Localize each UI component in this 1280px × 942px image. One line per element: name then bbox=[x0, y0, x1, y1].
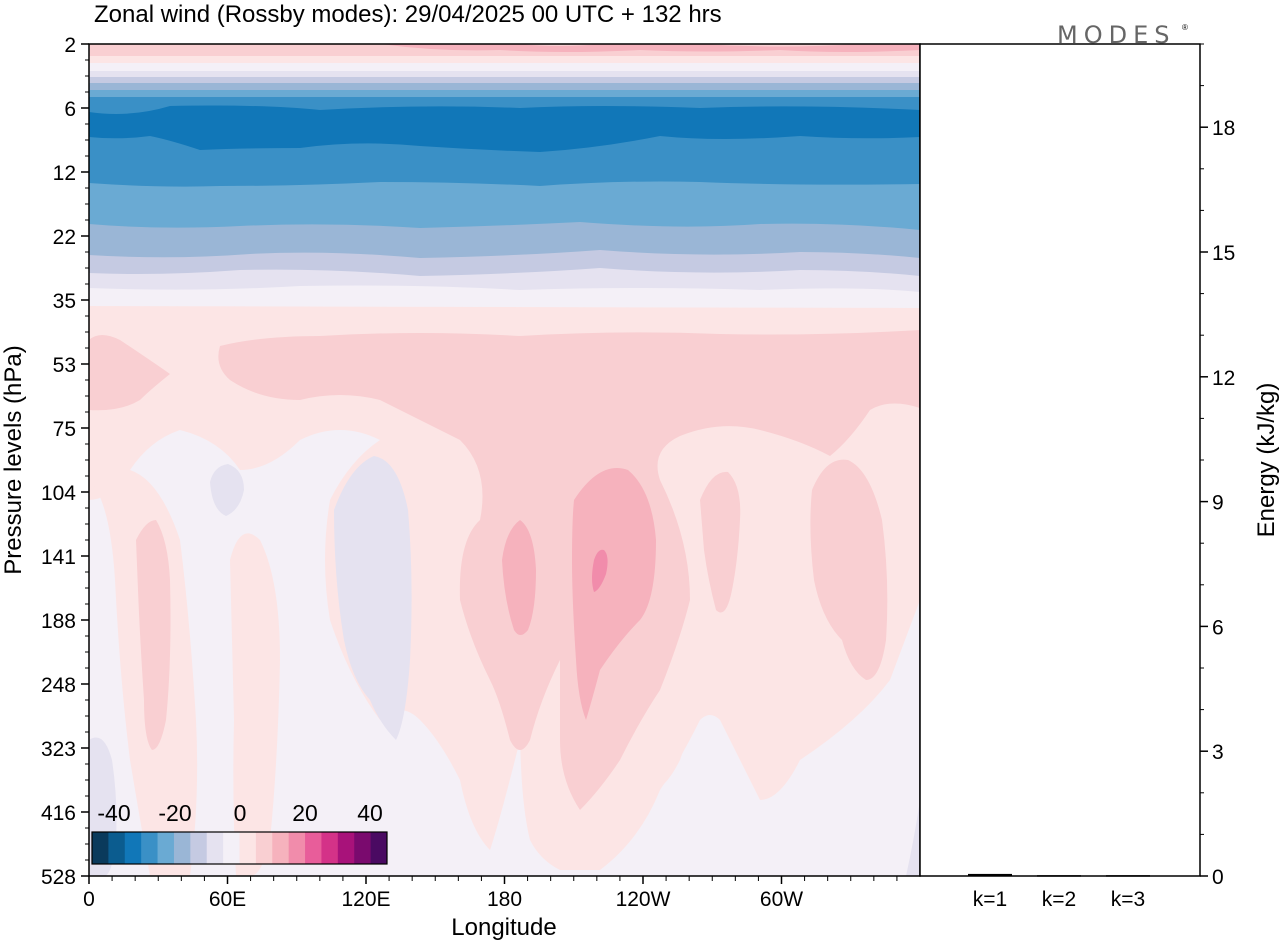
energy-bar bbox=[1106, 875, 1150, 877]
chart-title: Zonal wind (Rossby modes): 29/04/2025 00… bbox=[94, 1, 722, 28]
y-tick-label: 53 bbox=[53, 354, 76, 377]
region-neg-pocket-corner-right bbox=[906, 800, 920, 876]
y-tick-label: 22 bbox=[53, 226, 76, 249]
band-weak-neg bbox=[89, 71, 920, 78]
colorbar-swatch bbox=[337, 832, 355, 864]
band-neg-2 bbox=[89, 83, 920, 91]
region-max-positive bbox=[592, 549, 608, 592]
x-tick-label: 120E bbox=[341, 888, 390, 911]
region-moderate-positive-small bbox=[700, 471, 741, 613]
energy-panel-frame bbox=[919, 43, 1201, 877]
y-tick-label: 248 bbox=[41, 674, 76, 697]
y-tick-label: 75 bbox=[53, 418, 76, 441]
colorbar-swatch bbox=[239, 832, 257, 864]
region-moderate-positive-left-col bbox=[136, 520, 171, 750]
wind-contour-panel bbox=[89, 44, 920, 876]
colorbar-swatch bbox=[370, 832, 388, 864]
colorbar-swatch bbox=[321, 832, 339, 864]
right-axis: 0 3 6 9 12 15 18 bbox=[1200, 43, 1235, 889]
colorbar-swatch bbox=[305, 832, 322, 864]
colorbar-swatch bbox=[354, 832, 372, 864]
energy-bars bbox=[968, 873, 1150, 877]
energy-tick-label: 6 bbox=[1212, 616, 1224, 639]
colorbar bbox=[91, 831, 388, 865]
energy-category-label: k=2 bbox=[1042, 888, 1076, 911]
region-light-positive-mid bbox=[230, 533, 280, 876]
colorbar-swatch bbox=[124, 832, 142, 864]
colorbar-swatch bbox=[141, 832, 159, 864]
y-tick-label: 12 bbox=[53, 162, 76, 185]
energy-tick-label: 0 bbox=[1212, 866, 1224, 889]
bottom-axis: 0 60E 120E 180 120W 60W bbox=[83, 876, 898, 911]
colorbar-swatch bbox=[223, 832, 240, 864]
colorbar-label: -40 bbox=[97, 800, 130, 826]
band-near-zero-c bbox=[89, 285, 920, 312]
registered-mark: ® bbox=[1182, 23, 1188, 32]
colorbar-swatch bbox=[92, 832, 109, 864]
y-axis-label: Pressure levels (hPa) bbox=[0, 345, 27, 574]
core-jet-max bbox=[89, 105, 920, 152]
x-tick-label: 120W bbox=[616, 888, 671, 911]
y-tick-label: 104 bbox=[41, 482, 76, 505]
energy-category-label: k=1 bbox=[973, 888, 1007, 911]
energy-axis-label: Energy (kJ/kg) bbox=[1253, 383, 1280, 538]
colorbar-swatch bbox=[190, 832, 208, 864]
y-tick-label: 2 bbox=[64, 34, 76, 57]
left-axis: 2 6 12 22 35 53 75 104 141 188 248 323 416 528 bbox=[41, 34, 89, 889]
colorbar-labels: -40 -20 0 20 40 bbox=[97, 800, 382, 826]
x-tick-label: 60E bbox=[209, 888, 246, 911]
energy-tick-label: 3 bbox=[1212, 741, 1224, 764]
colorbar-label: 0 bbox=[234, 800, 247, 826]
colorbar-frame bbox=[91, 831, 388, 865]
region-moderate-positive-right-col bbox=[810, 459, 888, 680]
region-strong-positive-b bbox=[572, 468, 656, 720]
energy-tick-label: 15 bbox=[1212, 242, 1235, 265]
x-tick-label: 60W bbox=[760, 888, 803, 911]
colorbar-swatch bbox=[272, 832, 290, 864]
x-tick-label: 0 bbox=[83, 888, 95, 911]
energy-tick-label: 18 bbox=[1212, 117, 1235, 140]
y-tick-label: 141 bbox=[41, 546, 76, 569]
y-tick-label: 323 bbox=[41, 738, 76, 761]
region-neg-pocket-small bbox=[210, 464, 244, 516]
region-moderate-positive-main bbox=[218, 330, 920, 810]
energy-category-axis: k=1 k=2 k=3 bbox=[973, 888, 1145, 911]
colorbar-label: 20 bbox=[292, 800, 318, 826]
energy-category-label: k=3 bbox=[1111, 888, 1145, 911]
band-neg-3 bbox=[89, 90, 920, 98]
y-tick-label: 6 bbox=[64, 98, 76, 121]
region-neg-pocket-central bbox=[334, 456, 412, 740]
colorbar-swatch bbox=[108, 832, 126, 864]
colorbar-swatch bbox=[255, 832, 273, 864]
x-tick-label: 180 bbox=[487, 888, 522, 911]
energy-tick-label: 9 bbox=[1212, 492, 1224, 515]
region-moderate-positive-upper bbox=[89, 335, 170, 411]
band-2hpa-strong bbox=[380, 44, 920, 52]
colorbar-swatch bbox=[157, 832, 175, 864]
band-neg-1 bbox=[89, 77, 920, 84]
y-tick-label: 528 bbox=[41, 866, 76, 889]
colorbar-label: -20 bbox=[158, 800, 191, 826]
band-near-zero-b bbox=[89, 63, 920, 72]
colorbar-swatch bbox=[288, 832, 306, 864]
colorbar-swatch bbox=[206, 832, 224, 864]
x-axis-label: Longitude bbox=[451, 914, 556, 941]
energy-bar bbox=[968, 873, 1012, 876]
band-near-zero-a bbox=[89, 56, 920, 64]
energy-bar bbox=[1037, 875, 1081, 877]
y-tick-label: 188 bbox=[41, 610, 76, 633]
colorbar-swatch bbox=[173, 832, 191, 864]
y-tick-label: 35 bbox=[53, 290, 76, 313]
y-tick-label: 416 bbox=[41, 802, 76, 825]
colorbar-label: 40 bbox=[357, 800, 383, 826]
region-strong-positive-a bbox=[502, 520, 536, 635]
energy-tick-label: 12 bbox=[1212, 367, 1235, 390]
